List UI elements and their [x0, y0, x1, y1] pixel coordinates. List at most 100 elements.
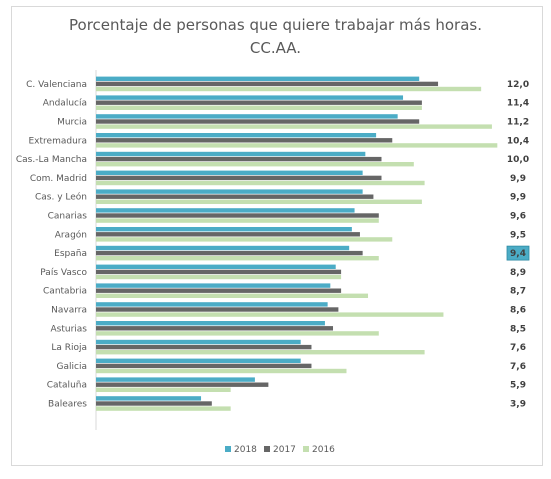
legend-label-2017: 2017 — [273, 445, 296, 455]
bar-2017-andaluc-a — [96, 100, 422, 105]
value-label-navarra: 8,6 — [510, 306, 526, 316]
value-label-la-rioja: 7,6 — [510, 343, 526, 353]
value-label-cantabria: 8,7 — [510, 287, 526, 297]
category-label-andaluc-a: Andalucía — [43, 99, 87, 109]
bar-2016-cantabria — [96, 293, 369, 298]
bar-2017-cas-y-le-n — [96, 194, 374, 199]
bar-2018-baleares — [96, 396, 202, 401]
bar-2017-pa-s-vasco — [96, 269, 342, 275]
bar-2017-murcia — [96, 119, 420, 124]
category-label-baleares: Baleares — [48, 400, 87, 410]
value-label-arag-n: 9,5 — [510, 230, 526, 240]
bar-2018-navarra — [96, 302, 328, 307]
category-label-navarra: Navarra — [51, 306, 87, 316]
category-label-espa-a: España — [54, 249, 87, 259]
bar-2018-cantabria — [96, 283, 331, 288]
category-label-extremadura: Extremadura — [29, 136, 88, 146]
bar-2018-com-madrid — [96, 170, 363, 175]
bar-2018-extremadura — [96, 133, 377, 138]
bar-2018-cas-la-mancha — [96, 151, 366, 157]
bar-2016-catalu-a — [96, 387, 231, 392]
bar-2016-c-valenciana — [96, 86, 482, 92]
bar-2016-navarra — [96, 312, 444, 317]
bar-2018-arag-n — [96, 227, 352, 232]
bar-2016-arag-n — [96, 237, 393, 242]
bar-2018-c-valenciana — [96, 76, 420, 81]
bar-2018-asturias — [96, 321, 325, 326]
bar-2017-cantabria — [96, 288, 342, 293]
bar-2017-asturias — [96, 326, 334, 331]
bar-2018-murcia — [96, 114, 398, 119]
bar-2016-extremadura — [96, 143, 498, 148]
legend-swatch-2017 — [264, 446, 270, 452]
category-label-arag-n: Aragón — [55, 229, 87, 240]
category-label-cas-la-mancha: Cas.-La Mancha — [16, 155, 87, 165]
legend-label-2016: 2016 — [312, 445, 335, 455]
bar-2018-cas-y-le-n — [96, 189, 363, 194]
bar-2016-pa-s-vasco — [96, 274, 342, 280]
chart-subtitle: CC.AA. — [249, 39, 302, 57]
value-label-baleares: 3,9 — [510, 400, 526, 410]
bar-2016-canarias — [96, 218, 379, 223]
chart-title: Porcentaje de personas que quiere trabaj… — [69, 16, 482, 34]
value-label-espa-a: 9,4 — [510, 249, 526, 259]
bar-2017-com-madrid — [96, 175, 382, 181]
category-label-cantabria: Cantabria — [43, 287, 87, 297]
value-label-extremadura: 10,4 — [507, 136, 529, 146]
bar-2016-baleares — [96, 406, 231, 411]
legend-label-2018: 2018 — [234, 445, 257, 455]
chart-title-block: Porcentaje de personas que quiere trabaj… — [0, 14, 551, 60]
value-label-c-valenciana: 12,0 — [507, 80, 529, 90]
bar-2017-canarias — [96, 213, 379, 218]
bar-2018-andaluc-a — [96, 95, 404, 100]
value-label-murcia: 11,2 — [507, 118, 529, 128]
bar-2018-la-rioja — [96, 339, 301, 345]
category-label-la-rioja: La Rioja — [51, 343, 87, 353]
category-label-galicia: Galicia — [57, 362, 87, 372]
bar-2016-com-madrid — [96, 180, 425, 186]
bar-2016-la-rioja — [96, 350, 425, 355]
value-label-catalu-a: 5,9 — [510, 381, 526, 391]
value-label-pa-s-vasco: 8,9 — [510, 268, 526, 278]
bar-2018-galicia — [96, 358, 301, 363]
category-label-canarias: Canarias — [48, 212, 88, 222]
bar-2017-c-valenciana — [96, 81, 439, 87]
category-label-asturias: Asturias — [51, 324, 88, 334]
bar-2016-cas-la-mancha — [96, 162, 414, 167]
bar-2016-asturias — [96, 331, 379, 336]
bar-2018-espa-a — [96, 245, 350, 251]
category-label-murcia: Murcia — [57, 118, 87, 128]
category-label-c-valenciana: C. Valenciana — [26, 80, 87, 90]
category-label-pa-s-vasco: País Vasco — [40, 268, 87, 278]
value-label-cas-y-le-n: 9,9 — [510, 193, 526, 203]
legend-swatch-2018 — [225, 446, 231, 452]
value-label-galicia: 7,6 — [510, 362, 526, 372]
category-label-catalu-a: Cataluña — [47, 381, 87, 391]
bar-2017-galicia — [96, 363, 312, 369]
category-label-com-madrid: Com. Madrid — [30, 174, 87, 184]
bar-2017-extremadura — [96, 138, 393, 143]
legend-swatch-2016 — [303, 446, 309, 452]
bar-2017-navarra — [96, 307, 339, 312]
value-label-cas-la-mancha: 10,0 — [507, 155, 529, 165]
bar-2016-andaluc-a — [96, 105, 422, 110]
value-label-andaluc-a: 11,4 — [507, 99, 529, 109]
value-label-com-madrid: 9,9 — [510, 174, 526, 184]
bar-2017-cas-la-mancha — [96, 156, 382, 162]
bar-2016-murcia — [96, 124, 492, 129]
bar-2016-espa-a — [96, 256, 379, 261]
bar-2018-catalu-a — [96, 377, 255, 382]
category-label-cas-y-le-n: Cas. y León — [35, 192, 87, 203]
bar-2017-la-rioja — [96, 344, 312, 350]
bar-2018-canarias — [96, 208, 355, 213]
bar-2017-catalu-a — [96, 382, 269, 387]
bar-2016-galicia — [96, 368, 347, 374]
value-label-canarias: 9,6 — [510, 212, 526, 222]
bar-2018-pa-s-vasco — [96, 264, 336, 269]
highlight-box-espa-a — [506, 245, 530, 261]
bar-2017-baleares — [96, 401, 212, 406]
value-label-asturias: 8,5 — [510, 324, 526, 334]
bar-2016-cas-y-le-n — [96, 199, 422, 204]
bar-2017-arag-n — [96, 232, 360, 237]
